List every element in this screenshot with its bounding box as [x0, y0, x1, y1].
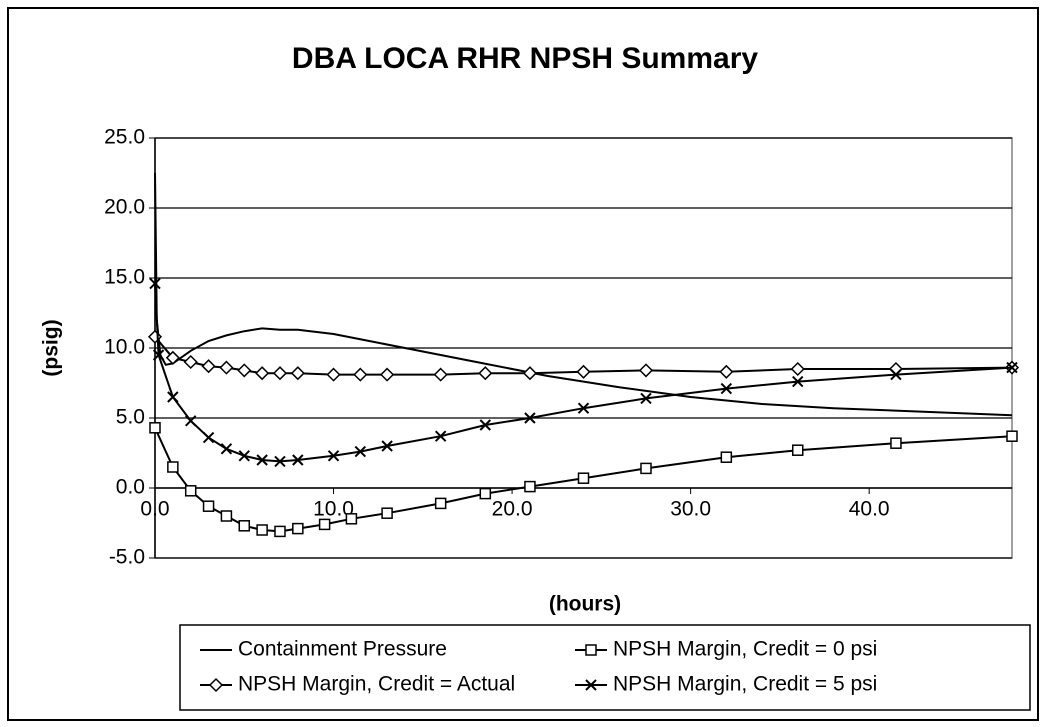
marker-diamond	[165, 350, 180, 365]
marker-square	[202, 500, 215, 512]
y-tick-label: 0.0	[116, 476, 145, 499]
marker-square	[184, 485, 197, 497]
marker-cross	[220, 443, 233, 455]
marker-diamond	[719, 364, 734, 379]
x-tick-label: 40.0	[849, 498, 890, 521]
marker-cross	[1006, 361, 1018, 374]
legend-box	[179, 624, 1031, 711]
marker-cross	[479, 419, 492, 431]
legend-label: NPSH Margin, Credit = 5 psi	[613, 673, 877, 696]
marker-square	[256, 524, 268, 536]
y-tick-label: 20.0	[104, 196, 145, 219]
marker-cross	[185, 415, 197, 427]
marker-cross	[238, 450, 250, 462]
marker-square	[274, 525, 286, 538]
x-tick-label: 0.0	[140, 498, 169, 521]
marker-cross	[585, 679, 597, 691]
marker-diamond	[183, 354, 198, 370]
marker-diamond	[522, 366, 537, 381]
series-line	[154, 172, 1013, 417]
marker-diamond	[576, 364, 591, 379]
marker-square	[524, 480, 536, 493]
marker-diamond	[219, 360, 234, 375]
marker-square	[167, 461, 179, 473]
marker-cross	[577, 402, 590, 414]
marker-cross	[792, 375, 804, 388]
chart-title: DBA LOCA RHR NPSH Summary	[292, 42, 758, 75]
marker-cross	[354, 445, 367, 458]
y-tick-label: 5.0	[116, 406, 145, 429]
marker-diamond	[290, 366, 305, 381]
legend-label: NPSH Margin, Credit = 0 psi	[613, 638, 877, 661]
marker-cross	[327, 450, 340, 462]
marker-cross	[149, 277, 161, 290]
marker-square	[890, 437, 902, 449]
marker-square	[720, 451, 733, 463]
marker-square	[479, 487, 492, 500]
marker-diamond	[208, 677, 224, 693]
marker-diamond	[255, 366, 270, 381]
marker-square	[1006, 430, 1018, 442]
marker-square	[220, 510, 233, 522]
y-tick-label: 15.0	[104, 266, 145, 289]
marker-cross	[381, 440, 393, 452]
y-axis-label: (psig)	[40, 319, 63, 376]
marker-diamond	[272, 366, 288, 381]
marker-square	[434, 497, 447, 510]
marker-diamond	[478, 366, 493, 381]
marker-square	[792, 444, 804, 456]
marker-square	[585, 644, 597, 656]
marker-diamond	[353, 367, 368, 382]
marker-cross	[202, 431, 215, 444]
marker-cross	[167, 391, 179, 403]
marker-square	[292, 522, 304, 535]
x-tick-label: 20.0	[492, 498, 533, 521]
y-tick-label: 10.0	[104, 336, 145, 359]
y-tick-label: 25.0	[104, 126, 145, 149]
marker-diamond	[201, 359, 216, 374]
legend-label: NPSH Margin, Credit = Actual	[238, 673, 515, 696]
marker-square	[318, 518, 331, 531]
marker-cross	[256, 454, 268, 466]
marker-cross	[524, 412, 536, 424]
marker-diamond	[326, 367, 341, 382]
marker-cross	[640, 392, 652, 405]
marker-square	[381, 507, 393, 519]
marker-diamond	[433, 367, 448, 382]
legend-label: Containment Pressure	[238, 638, 447, 661]
series-line	[154, 283, 1013, 463]
marker-square	[149, 422, 161, 434]
y-tick-label: -5.0	[109, 546, 145, 569]
marker-cross	[274, 455, 286, 468]
marker-square	[238, 520, 251, 532]
marker-diamond	[638, 363, 654, 378]
x-axis-label: (hours)	[549, 593, 621, 616]
marker-cross	[720, 382, 733, 395]
marker-square	[640, 462, 652, 475]
marker-square	[577, 472, 590, 484]
marker-diamond	[380, 367, 395, 382]
marker-square	[345, 513, 358, 525]
marker-cross	[292, 454, 304, 466]
marker-cross	[890, 368, 902, 381]
marker-diamond	[237, 363, 252, 378]
marker-cross	[434, 430, 447, 442]
marker-cross	[152, 349, 165, 361]
x-tick-label: 30.0	[670, 498, 711, 521]
marker-diamond	[790, 361, 805, 377]
x-tick-label: 10.0	[313, 498, 354, 521]
